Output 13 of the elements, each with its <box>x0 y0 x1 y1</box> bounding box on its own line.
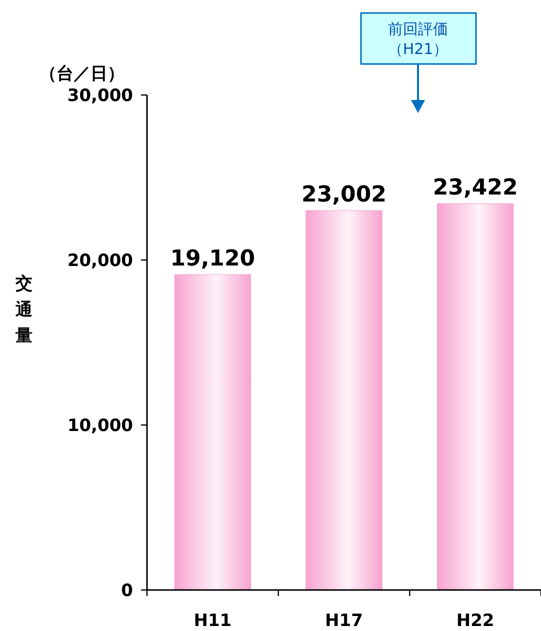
y-tick-label: 30,000 <box>67 86 134 106</box>
data-label: 23,002 <box>302 182 386 208</box>
y-tick-label: 20,000 <box>67 251 134 271</box>
x-tick-label: H22 <box>456 611 494 631</box>
callout: 前回評価 （H21） <box>360 12 477 65</box>
y-tick-label: 10,000 <box>67 416 134 436</box>
data-label: 23,422 <box>432 176 518 201</box>
y-axis-title: 交通量 <box>14 274 32 346</box>
text: （台／日） <box>40 64 124 84</box>
y-tick-label: 0 <box>121 581 134 601</box>
x-tick-label: H17 <box>325 611 363 631</box>
x-tick-label: H11 <box>194 611 232 631</box>
data-label: 19,120 <box>170 246 256 272</box>
